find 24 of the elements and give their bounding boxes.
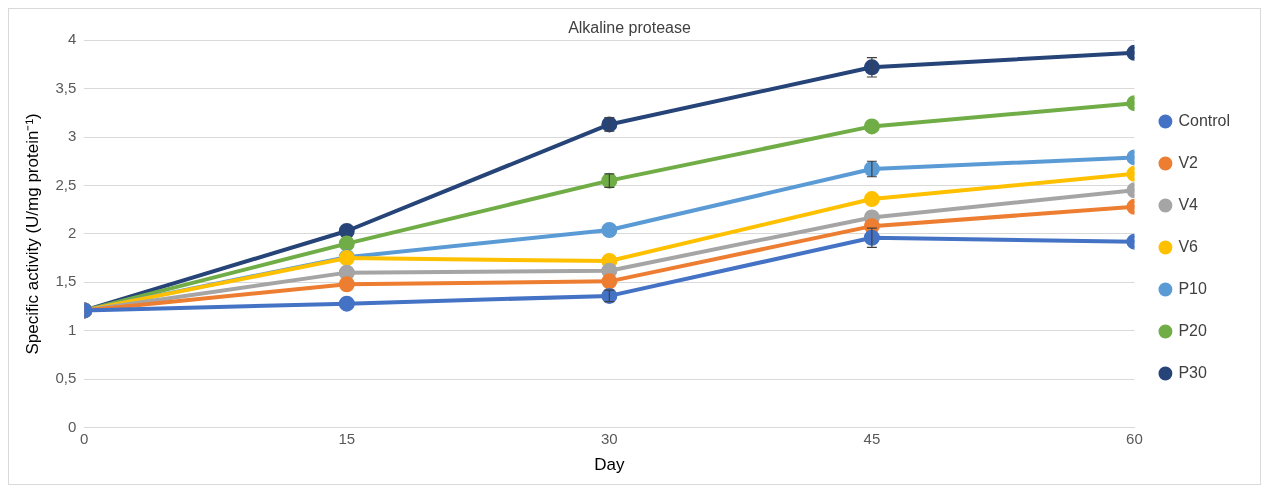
- y-tick-label: 3,5: [55, 78, 77, 96]
- y-tick-label: 2,5: [55, 175, 77, 193]
- x-tick-label: 30: [600, 429, 618, 447]
- legend-label: V2: [1178, 153, 1199, 171]
- legend-label: Control: [1178, 111, 1230, 129]
- y-tick-label: 3: [67, 127, 77, 145]
- x-tick-label: 45: [863, 429, 881, 447]
- y-tick-label: 0,5: [55, 369, 77, 387]
- chart-title: Alkaline protease: [568, 19, 691, 37]
- x-tick-label: 15: [338, 429, 356, 447]
- legend-label: P30: [1178, 363, 1207, 381]
- legend-label: V6: [1178, 237, 1199, 255]
- x-axis-title: Day: [594, 455, 625, 475]
- y-tick-label: 0: [67, 417, 77, 435]
- y-tick-label: 2: [67, 224, 77, 242]
- x-tick-label: 0: [80, 429, 89, 447]
- y-tick-label: 4: [67, 30, 77, 48]
- y-tick-label: 1,5: [55, 272, 77, 290]
- legend-label: P10: [1178, 279, 1207, 297]
- x-tick-label: 60: [1126, 429, 1143, 447]
- legend-label: V4: [1178, 195, 1199, 213]
- legend-label: P20: [1178, 321, 1207, 339]
- y-tick-label: 1: [67, 320, 77, 338]
- y-axis-title: Specific activity (U/mg protein⁻¹): [22, 113, 42, 355]
